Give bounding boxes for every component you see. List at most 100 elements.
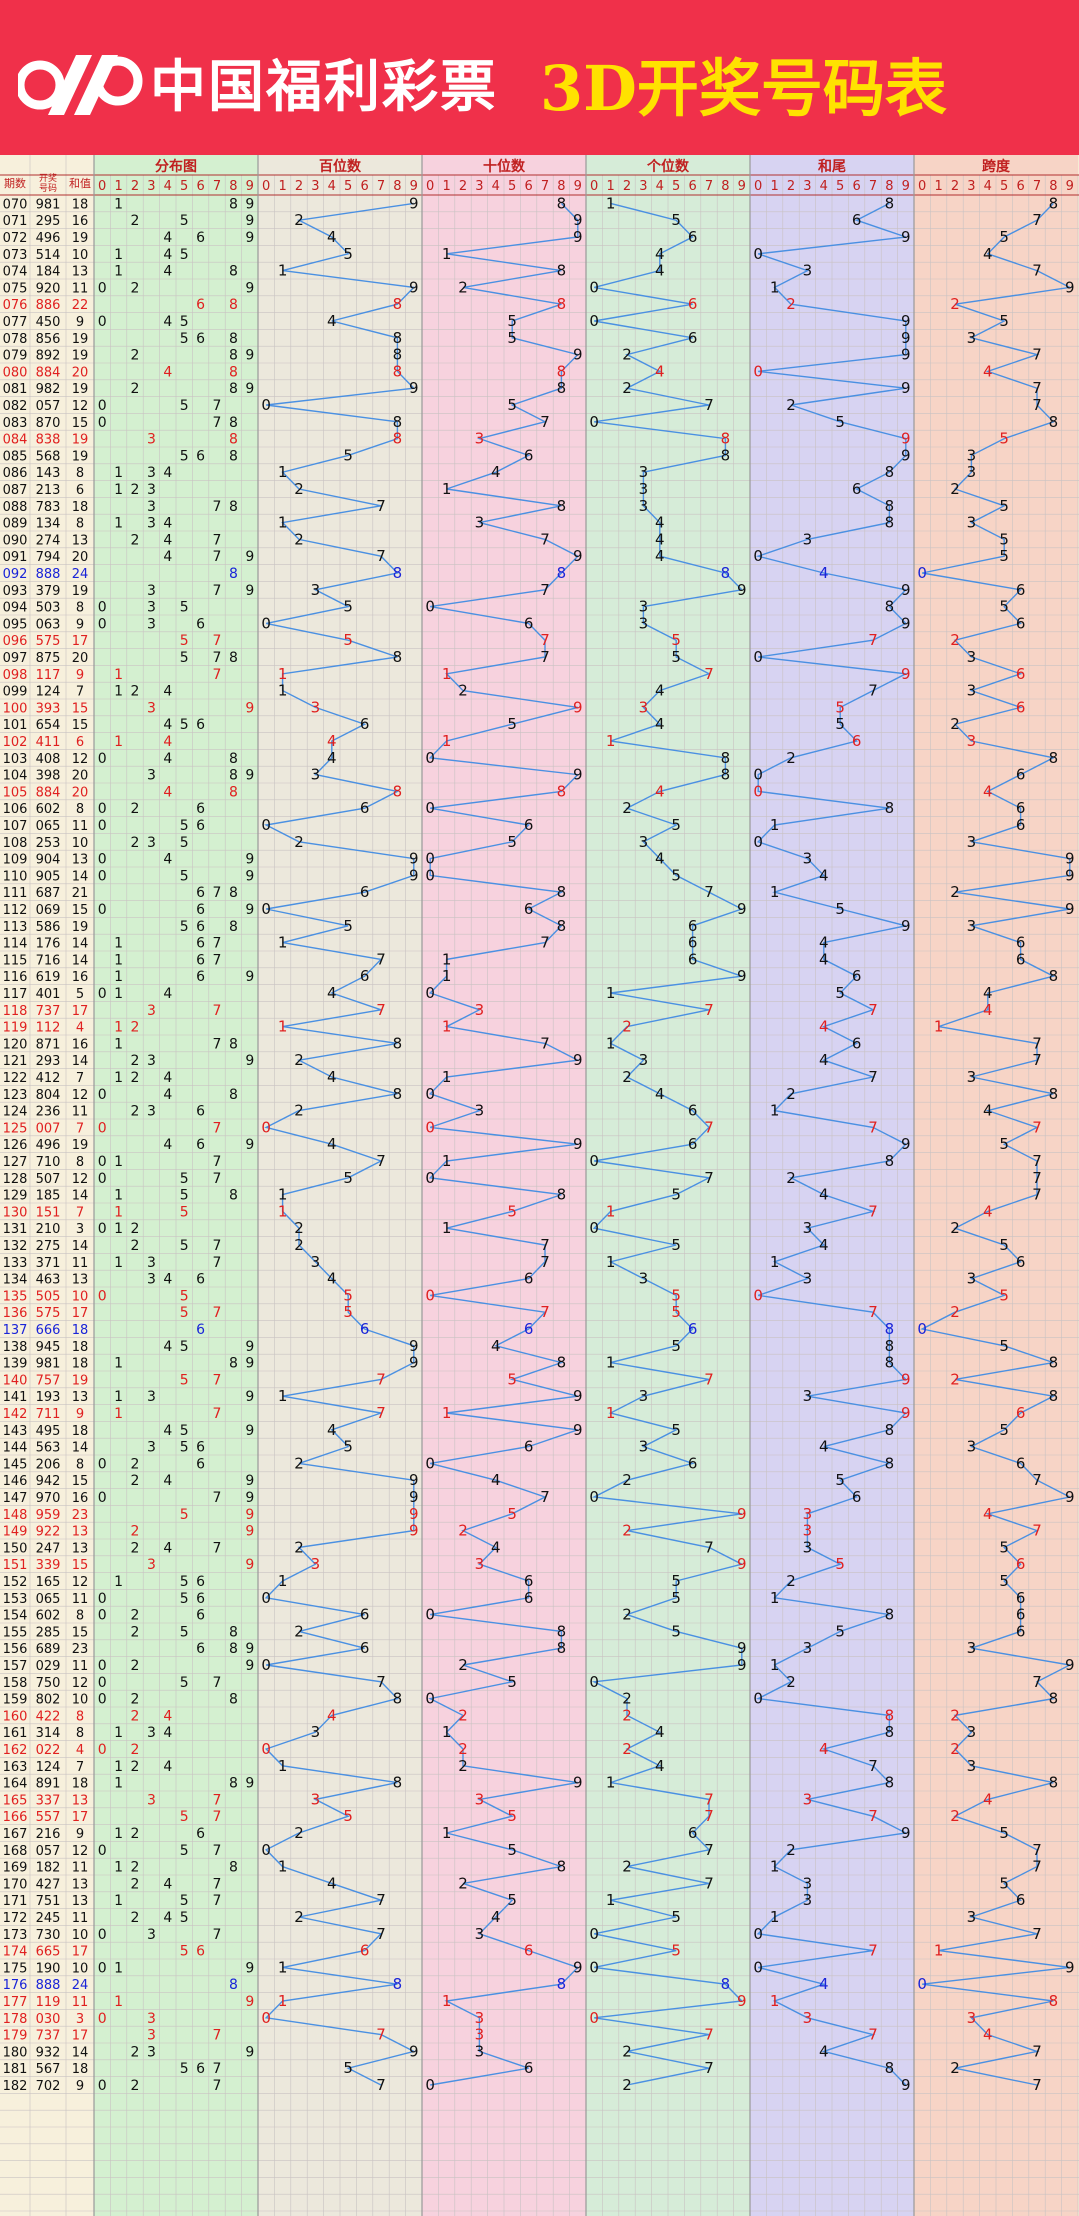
- sum-cell: 22: [72, 298, 89, 313]
- units-mark: 2: [622, 799, 632, 817]
- hundreds-mark: 7: [376, 1001, 386, 1019]
- number-cell: 666: [36, 1323, 61, 1338]
- sum-tail-mark: 2: [786, 1572, 796, 1590]
- distribution-mark: 5: [180, 1910, 189, 1926]
- number-cell: 295: [36, 214, 61, 229]
- period-cell: 133: [3, 1256, 28, 1271]
- sum-tail-mark: 9: [901, 917, 911, 935]
- distribution-digit-header: 2: [131, 179, 139, 194]
- hundreds-mark: 8: [393, 648, 403, 666]
- units-mark: 6: [688, 1824, 698, 1842]
- sum-tail-mark: 8: [885, 1337, 895, 1355]
- period-cell: 146: [3, 1474, 28, 1489]
- number-cell: 213: [36, 483, 61, 498]
- distribution-mark: 6: [196, 1137, 205, 1153]
- span-trend-line: [920, 202, 1073, 2086]
- tens-mark: 1: [442, 950, 452, 968]
- period-cell: 151: [3, 1558, 28, 1573]
- number-cell: 888: [36, 1978, 61, 1993]
- sum-tail-mark: 1: [770, 278, 780, 296]
- sum-tail-mark: 4: [819, 1740, 829, 1758]
- hundreds-mark: 9: [409, 379, 419, 397]
- distribution-mark: 6: [196, 919, 205, 935]
- number-cell: 030: [36, 2012, 61, 2027]
- sum-tail-mark: 1: [770, 1656, 780, 1674]
- distribution-mark: 2: [131, 1826, 140, 1842]
- sum-tail-mark: 1: [770, 1992, 780, 2010]
- tens-mark: 9: [573, 1958, 583, 1976]
- hundreds-trend-line: [264, 202, 416, 2086]
- sum-cell: 14: [72, 1441, 89, 1456]
- period-cell: 100: [3, 701, 28, 716]
- units-mark: 4: [655, 1085, 665, 1103]
- period-cell: 112: [3, 903, 28, 918]
- number-cell: 285: [36, 1625, 61, 1640]
- span-mark: 7: [1032, 2042, 1042, 2060]
- distribution-mark: 9: [245, 768, 254, 784]
- period-cell: 152: [3, 1575, 28, 1590]
- units-mark: 4: [655, 547, 665, 565]
- hundreds-mark: 1: [278, 665, 288, 683]
- sum-cell: 12: [72, 1172, 89, 1187]
- distribution-mark: 2: [131, 348, 140, 364]
- tens-mark: 2: [458, 278, 468, 296]
- distribution-mark: 3: [147, 600, 156, 616]
- distribution-mark: 0: [98, 1490, 107, 1506]
- sum-tail-mark: 3: [803, 850, 813, 868]
- sum-cell: 10: [72, 1289, 89, 1304]
- distribution-mark: 1: [114, 1893, 123, 1909]
- hundreds-mark: 5: [343, 1438, 353, 1456]
- hundreds-mark: 3: [311, 1253, 321, 1271]
- tens-mark: 6: [524, 1572, 534, 1590]
- distribution-mark: 5: [180, 1423, 189, 1439]
- distribution-mark: 6: [196, 1944, 205, 1960]
- period-cell: 163: [3, 1760, 28, 1775]
- distribution-digit-header: 9: [246, 179, 254, 194]
- distribution-mark: 0: [98, 1171, 107, 1187]
- span-mark: 3: [967, 1757, 977, 1775]
- distribution-mark: 1: [114, 1020, 123, 1036]
- distribution-mark: 5: [180, 247, 189, 263]
- number-cell: 730: [36, 1928, 61, 1943]
- tens-mark: 0: [425, 984, 435, 1002]
- period-cell: 119: [3, 1021, 28, 1036]
- tens-mark: 9: [573, 1135, 583, 1153]
- distribution-mark: 6: [196, 1641, 205, 1657]
- span-mark: 3: [967, 1908, 977, 1926]
- units-mark: 6: [688, 295, 698, 313]
- units-mark: 5: [671, 1236, 681, 1254]
- distribution-mark: 8: [229, 196, 238, 212]
- sum-cell: 5: [76, 987, 84, 1002]
- number-cell: 514: [36, 248, 61, 263]
- distribution-mark: 1: [114, 936, 123, 952]
- sum-tail-mark: 2: [786, 1673, 796, 1691]
- span-mark: 3: [967, 917, 977, 935]
- sum-cell: 15: [72, 1474, 89, 1489]
- hundreds-mark: 8: [393, 346, 403, 364]
- period-cell: 123: [3, 1088, 28, 1103]
- span-mark: 5: [999, 1135, 1009, 1153]
- sum-cell: 17: [72, 1810, 89, 1825]
- units-mark: 9: [737, 900, 747, 918]
- units-mark: 1: [606, 1404, 616, 1422]
- distribution-mark: 1: [114, 734, 123, 750]
- period-cell: 169: [3, 1861, 28, 1876]
- number-cell: 063: [36, 617, 61, 632]
- tens-mark: 8: [557, 1622, 567, 1640]
- sum-cell: 17: [72, 1306, 89, 1321]
- sum-cell: 16: [72, 1037, 89, 1052]
- distribution-mark: 5: [180, 1440, 189, 1456]
- distribution-mark: 5: [180, 835, 189, 851]
- span-mark: 9: [1065, 278, 1075, 296]
- span-mark: 3: [967, 1068, 977, 1086]
- tens-mark: 9: [573, 211, 583, 229]
- number-cell: 503: [36, 601, 61, 616]
- tens-mark: 8: [557, 1354, 567, 1372]
- distribution-mark: 8: [229, 751, 238, 767]
- hundreds-mark: 0: [261, 1740, 271, 1758]
- distribution-mark: 9: [245, 2044, 254, 2060]
- tens-mark: 2: [458, 1706, 468, 1724]
- sum-cell: 18: [72, 1357, 89, 1372]
- period-cell: 165: [3, 1793, 28, 1808]
- number-cell: 247: [36, 1541, 61, 1556]
